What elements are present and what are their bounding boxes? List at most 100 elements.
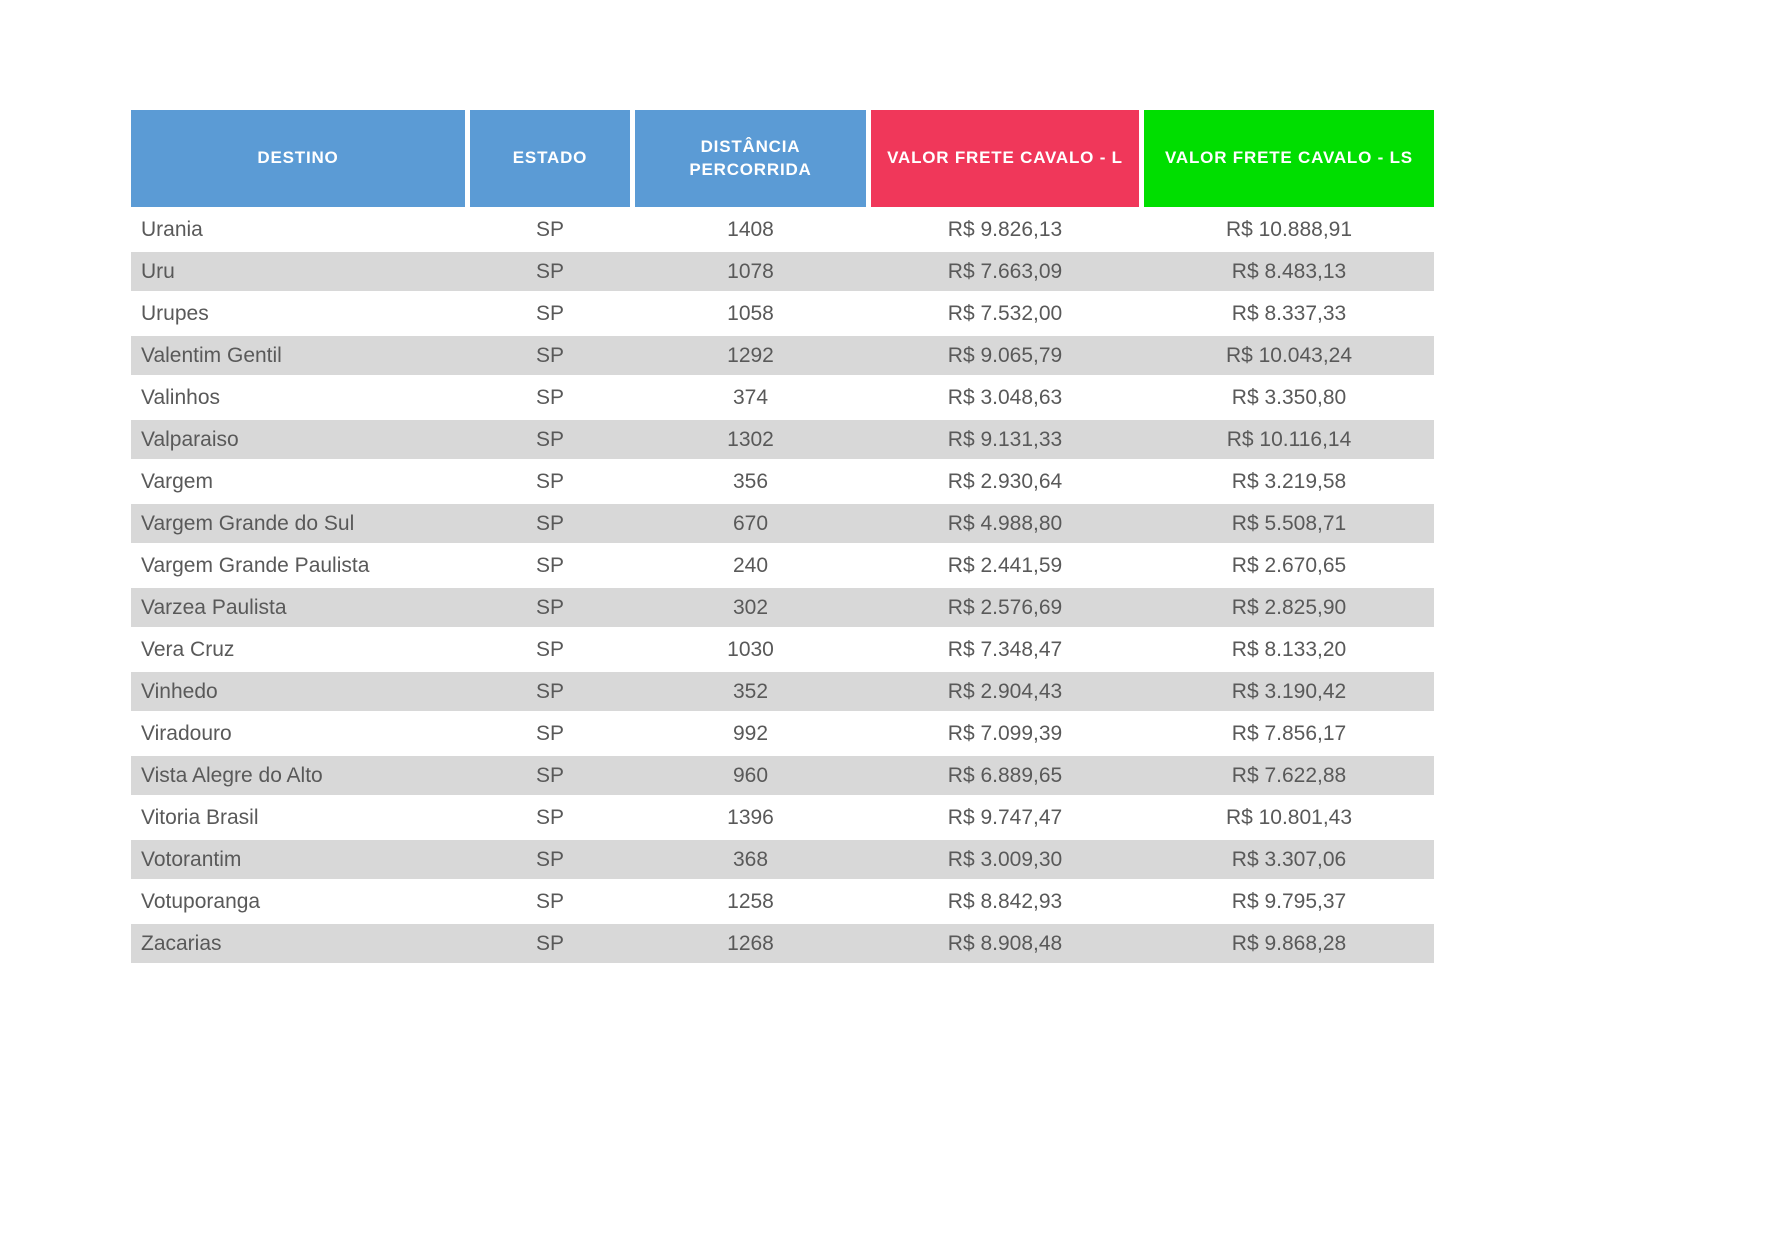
column-header-distancia-percorrida: DISTÂNCIA PERCORRIDA (635, 110, 866, 207)
cell-valor-frete-cavalo-ls: R$ 8.483,13 (1231, 259, 1347, 283)
cell-valor-frete-cavalo-l: R$ 3.048,63 (947, 385, 1063, 409)
cell-valor-frete-cavalo-l: R$ 7.348,47 (947, 637, 1063, 661)
cell-estado: SP (535, 469, 564, 493)
cell-valor-frete-cavalo-ls: R$ 7.856,17 (1231, 721, 1347, 745)
cell-valor-frete-cavalo-ls: R$ 7.622,88 (1231, 763, 1347, 787)
cell-valor-frete-cavalo-ls: R$ 9.795,37 (1231, 889, 1347, 913)
cell-estado: SP (535, 217, 564, 241)
cell-estado: SP (535, 259, 564, 283)
column-header-valor-frete-cavalo-ls: VALOR FRETE CAVALO - LS (1144, 110, 1434, 207)
cell-valor-frete-cavalo-ls: R$ 3.307,06 (1231, 847, 1347, 871)
table-body: Urania SP 1408 R$ 9.826,13 R$ 10.888,91 … (131, 210, 1434, 963)
cell-valor-frete-cavalo-l: R$ 4.988,80 (947, 511, 1063, 535)
cell-estado: SP (535, 637, 564, 661)
cell-valor-frete-cavalo-l: R$ 2.441,59 (947, 553, 1063, 577)
cell-destino: Votorantim (141, 847, 242, 871)
table-header-row: DESTINO ESTADO DISTÂNCIA PERCORRIDA VALO… (131, 110, 1434, 207)
cell-distancia-percorrida: 1258 (727, 889, 774, 913)
cell-estado: SP (535, 721, 564, 745)
cell-distancia-percorrida: 1058 (727, 301, 774, 325)
cell-valor-frete-cavalo-ls: R$ 8.337,33 (1231, 301, 1347, 325)
cell-valor-frete-cavalo-l: R$ 9.747,47 (947, 805, 1063, 829)
cell-destino: Valparaiso (141, 427, 239, 451)
cell-destino: Vargem (141, 469, 213, 493)
cell-valor-frete-cavalo-l: R$ 7.099,39 (947, 721, 1063, 745)
cell-valor-frete-cavalo-ls: R$ 9.868,28 (1231, 931, 1347, 955)
cell-distancia-percorrida: 1268 (727, 931, 774, 955)
cell-distancia-percorrida: 1408 (727, 217, 774, 241)
cell-estado: SP (535, 343, 564, 367)
cell-distancia-percorrida: 960 (732, 763, 769, 787)
cell-distancia-percorrida: 992 (732, 721, 769, 745)
table-row: Uru SP 1078 R$ 7.663,09 R$ 8.483,13 (131, 252, 1434, 291)
table-row: Votorantim SP 368 R$ 3.009,30 R$ 3.307,0… (131, 840, 1434, 879)
cell-distancia-percorrida: 240 (732, 553, 769, 577)
column-header-estado: ESTADO (470, 110, 630, 207)
cell-estado: SP (535, 847, 564, 871)
cell-valor-frete-cavalo-ls: R$ 8.133,20 (1231, 637, 1347, 661)
cell-valor-frete-cavalo-ls: R$ 2.670,65 (1231, 553, 1347, 577)
cell-distancia-percorrida: 1292 (727, 343, 774, 367)
cell-destino: Vista Alegre do Alto (141, 763, 323, 787)
cell-destino: Urania (141, 217, 203, 241)
cell-estado: SP (535, 385, 564, 409)
column-header-destino: DESTINO (131, 110, 465, 207)
cell-destino: Varzea Paulista (141, 595, 287, 619)
cell-valor-frete-cavalo-l: R$ 3.009,30 (947, 847, 1063, 871)
cell-valor-frete-cavalo-ls: R$ 10.888,91 (1225, 217, 1353, 241)
cell-estado: SP (535, 511, 564, 535)
cell-distancia-percorrida: 1030 (727, 637, 774, 661)
cell-valor-frete-cavalo-l: R$ 9.131,33 (947, 427, 1063, 451)
table-row: Zacarias SP 1268 R$ 8.908,48 R$ 9.868,28 (131, 924, 1434, 963)
cell-valor-frete-cavalo-l: R$ 7.532,00 (947, 301, 1063, 325)
cell-destino: Zacarias (141, 931, 222, 955)
cell-destino: Vargem Grande Paulista (141, 553, 370, 577)
table-row: Valparaiso SP 1302 R$ 9.131,33 R$ 10.116… (131, 420, 1434, 459)
cell-valor-frete-cavalo-l: R$ 7.663,09 (947, 259, 1063, 283)
cell-estado: SP (535, 427, 564, 451)
cell-destino: Vera Cruz (141, 637, 235, 661)
cell-distancia-percorrida: 1302 (727, 427, 774, 451)
cell-distancia-percorrida: 368 (732, 847, 769, 871)
cell-valor-frete-cavalo-l: R$ 8.908,48 (947, 931, 1063, 955)
cell-estado: SP (535, 595, 564, 619)
table-row: Viradouro SP 992 R$ 7.099,39 R$ 7.856,17 (131, 714, 1434, 753)
cell-estado: SP (535, 301, 564, 325)
cell-valor-frete-cavalo-l: R$ 9.065,79 (947, 343, 1063, 367)
table-row: Votuporanga SP 1258 R$ 8.842,93 R$ 9.795… (131, 882, 1434, 921)
cell-valor-frete-cavalo-ls: R$ 2.825,90 (1231, 595, 1347, 619)
table-row: Varzea Paulista SP 302 R$ 2.576,69 R$ 2.… (131, 588, 1434, 627)
table-row: Vista Alegre do Alto SP 960 R$ 6.889,65 … (131, 756, 1434, 795)
cell-distancia-percorrida: 352 (732, 679, 769, 703)
column-header-valor-frete-cavalo-l: VALOR FRETE CAVALO - L (871, 110, 1139, 207)
cell-estado: SP (535, 763, 564, 787)
cell-destino: Valentim Gentil (141, 343, 282, 367)
cell-estado: SP (535, 931, 564, 955)
cell-destino: Vargem Grande do Sul (141, 511, 355, 535)
cell-destino: Vinhedo (141, 679, 218, 703)
cell-estado: SP (535, 805, 564, 829)
cell-distancia-percorrida: 1078 (727, 259, 774, 283)
table-row: Valinhos SP 374 R$ 3.048,63 R$ 3.350,80 (131, 378, 1434, 417)
cell-estado: SP (535, 679, 564, 703)
cell-valor-frete-cavalo-l: R$ 2.930,64 (947, 469, 1063, 493)
cell-distancia-percorrida: 374 (732, 385, 769, 409)
freight-price-table: DESTINO ESTADO DISTÂNCIA PERCORRIDA VALO… (131, 110, 1434, 966)
cell-destino: Vitoria Brasil (141, 805, 259, 829)
cell-estado: SP (535, 553, 564, 577)
cell-destino: Valinhos (141, 385, 220, 409)
cell-destino: Urupes (141, 301, 209, 325)
table-row: Vargem Grande do Sul SP 670 R$ 4.988,80 … (131, 504, 1434, 543)
cell-valor-frete-cavalo-ls: R$ 3.219,58 (1231, 469, 1347, 493)
cell-valor-frete-cavalo-ls: R$ 10.043,24 (1225, 343, 1353, 367)
cell-distancia-percorrida: 356 (732, 469, 769, 493)
table-row: Vinhedo SP 352 R$ 2.904,43 R$ 3.190,42 (131, 672, 1434, 711)
table-row: Vargem Grande Paulista SP 240 R$ 2.441,5… (131, 546, 1434, 585)
cell-valor-frete-cavalo-l: R$ 2.576,69 (947, 595, 1063, 619)
cell-valor-frete-cavalo-l: R$ 2.904,43 (947, 679, 1063, 703)
cell-destino: Uru (141, 259, 175, 283)
cell-valor-frete-cavalo-l: R$ 9.826,13 (947, 217, 1063, 241)
cell-valor-frete-cavalo-l: R$ 8.842,93 (947, 889, 1063, 913)
table-row: Vitoria Brasil SP 1396 R$ 9.747,47 R$ 10… (131, 798, 1434, 837)
cell-destino: Viradouro (141, 721, 232, 745)
